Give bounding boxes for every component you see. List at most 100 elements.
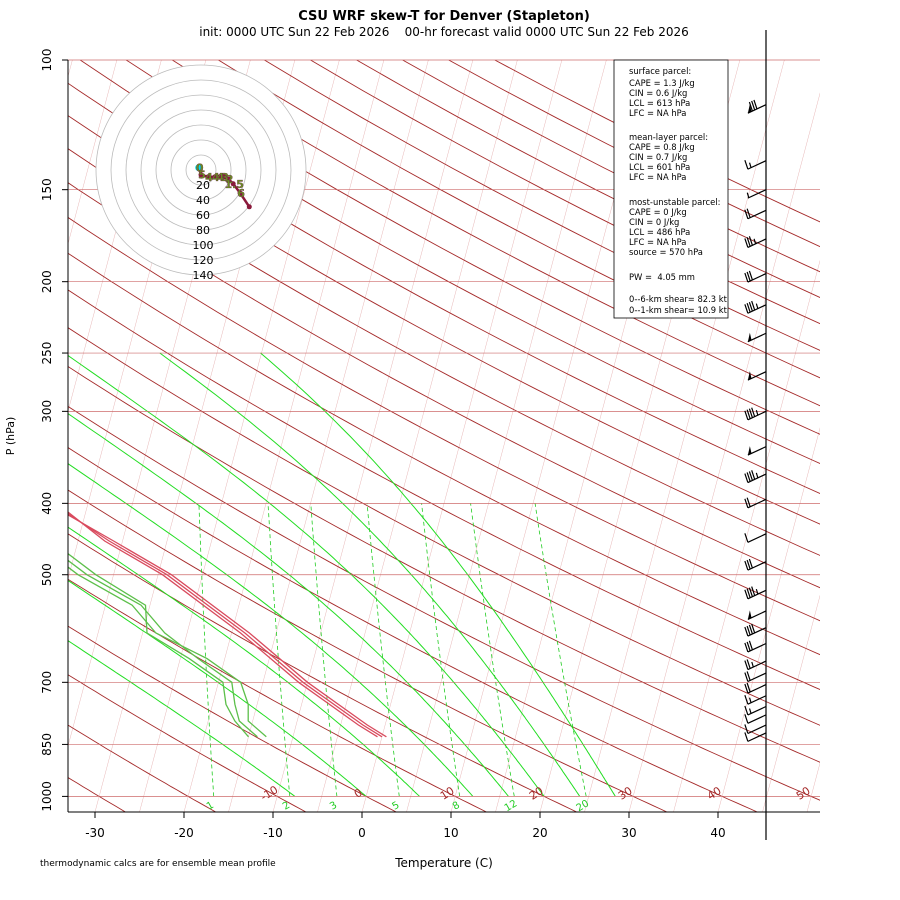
isotherm-label: 50 (794, 784, 813, 802)
chart-title: CSU WRF skew-T for Denver (Stapleton) (298, 9, 590, 24)
isotherm-label: 10 (438, 784, 457, 802)
wind-barb (747, 332, 767, 343)
stats-surface-cin: CIN = 0.6 J/kg (629, 88, 687, 98)
moist-adiabat (68, 526, 420, 797)
stats-shear-1km: 0--1-km shear= 10.9 kt (629, 305, 728, 315)
skew-grid-line (68, 60, 118, 245)
hodograph-point-label: 4 (217, 171, 225, 184)
mixing-ratio-line (198, 503, 215, 797)
wind-barb (744, 497, 767, 509)
dry-adiabat (68, 724, 216, 812)
skew-grid-line (673, 259, 820, 812)
dewpoint-profile (68, 566, 267, 738)
mixing-ratio-label: 1 (205, 800, 216, 813)
skew-grid-line (317, 60, 518, 812)
hodograph-ring-label: 20 (196, 179, 210, 192)
stats-pw: PW = 4.05 mm (629, 272, 695, 282)
hodograph-point-label: 4 (205, 171, 213, 184)
wind-barb (744, 270, 767, 283)
hodograph-ring-label: 140 (193, 269, 214, 282)
temperature-profile (68, 512, 383, 738)
dry-adiabat (68, 252, 820, 656)
wind-barbs (744, 99, 767, 742)
wind-barb (744, 671, 767, 683)
hodograph-point (198, 172, 204, 178)
chart-subtitle: init: 0000 UTC Sun 22 Feb 2026 00-hr for… (199, 25, 689, 39)
hodograph-point (246, 204, 252, 210)
wind-barb (744, 586, 767, 600)
stats-ml-cape: CAPE = 0.8 J/kg (629, 142, 695, 152)
x-axis: -30 -20 -10 0 10 20 30 40 (85, 812, 726, 840)
dry-adiabat (68, 216, 820, 622)
stats-mu-lfc: LFC = NA hPa (629, 237, 686, 247)
x-axis-label: Temperature (C) (394, 856, 493, 870)
stats-ml-lcl: LCL = 601 hPa (629, 162, 690, 172)
y-tick-label: 150 (40, 178, 54, 201)
wind-barb (744, 159, 767, 170)
hodograph-point-label: 2 (226, 173, 234, 186)
hodograph-ring (110, 79, 292, 261)
wind-barb (744, 724, 767, 735)
x-tick-label: 20 (532, 826, 547, 840)
skew-grid-line (406, 60, 607, 812)
dry-adiabat (68, 115, 820, 525)
hodograph-ring (95, 64, 307, 276)
wind-barb (744, 695, 767, 705)
x-tick-label: 40 (710, 826, 725, 840)
mixing-ratio-label: 3 (328, 800, 339, 813)
skew-grid-line (228, 60, 429, 812)
hodograph-point (212, 174, 218, 180)
y-tick-label: 100 (40, 49, 54, 72)
dry-adiabat (68, 447, 758, 812)
mixing-ratio-label: 12 (503, 798, 520, 814)
mixing-ratio-line (421, 503, 461, 797)
wind-barb (746, 189, 767, 199)
temperature-profile (68, 511, 378, 738)
hodograph-point (221, 174, 227, 180)
skew-grid-line (183, 60, 385, 812)
dry-adiabat (68, 289, 820, 690)
dry-adiabat (68, 82, 820, 494)
x-tick-label: 30 (621, 826, 636, 840)
skew-grid-line (628, 92, 820, 812)
wind-barb (747, 99, 767, 114)
wind-barb (744, 682, 767, 694)
stats-box-frame (613, 59, 729, 319)
stats-surface-cape: CAPE = 1.3 J/kg (629, 78, 695, 88)
wind-barb (747, 446, 767, 456)
mixing-ratio-label: 2 (281, 800, 292, 813)
hodograph-ring-label: 40 (196, 194, 210, 207)
footnote: thermodynamic calcs are for ensemble mea… (40, 859, 276, 869)
hodograph-ring-label: 80 (196, 224, 210, 237)
x-tick-label: 0 (358, 826, 366, 840)
dry-adiabat (125, 60, 820, 435)
x-tick-label: -30 (85, 826, 105, 840)
moist-adiabat (68, 354, 545, 797)
wind-barb (744, 640, 767, 653)
wind-barb (744, 470, 767, 484)
dry-adiabat (68, 182, 820, 589)
hodograph-point-label: 0 (196, 162, 204, 175)
skew-grid-line (139, 60, 340, 812)
stats-surface-header: surface parcel: (629, 66, 691, 76)
hodograph-point (205, 174, 211, 180)
stats-surface-lcl: LCL = 613 hPa (629, 98, 690, 108)
isotherm-label: 20 (527, 784, 546, 802)
isotherm-label: 40 (705, 784, 724, 802)
wind-barb (747, 610, 767, 620)
y-tick-label: 850 (40, 733, 54, 756)
skew-grid-line (852, 60, 900, 812)
hodograph-point (216, 174, 222, 180)
wind-barb (744, 623, 767, 637)
dry-adiabat (68, 625, 397, 812)
y-tick-label: 400 (40, 492, 54, 515)
y-tick-label: 200 (40, 270, 54, 293)
stats-ml-lfc: LFC = NA hPa (629, 172, 686, 182)
x-tick-label: 10 (443, 826, 458, 840)
wind-barb (744, 705, 767, 716)
mixing-ratio-label: 20 (575, 798, 592, 814)
dry-adiabat (310, 60, 820, 325)
y-axis-label: P (hPa) (4, 417, 17, 456)
